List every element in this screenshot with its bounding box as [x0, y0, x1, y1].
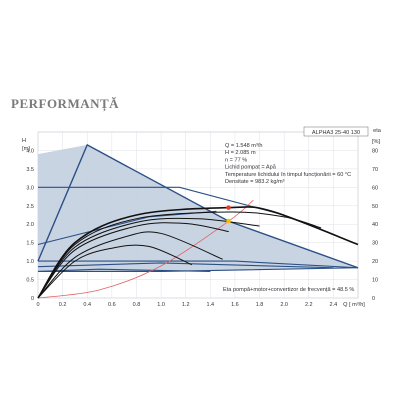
speed-line: [38, 186, 285, 216]
left-tick-label: 2.5: [26, 204, 34, 210]
info-line: Densitate = 983.2 kg/m³: [225, 179, 285, 185]
speed-line: [38, 260, 359, 269]
x-tick-label: 2.0: [280, 302, 288, 308]
info-line: H = 2.085 m: [225, 150, 256, 156]
system-curve: [37, 199, 254, 299]
right-tick-label: 20: [372, 259, 378, 265]
info-line: Lichid pompat = Apă: [225, 165, 277, 171]
info-line: n = 77 %: [225, 157, 247, 163]
envelope-bottom-line: [38, 267, 359, 272]
right-axis-label: eta: [373, 128, 382, 134]
info-line: Q = 1.548 m³/h: [225, 143, 262, 149]
left-tick-label: 3.0: [26, 185, 34, 191]
pump-curve: [37, 211, 322, 299]
x-tick-label: 0.2: [59, 302, 67, 308]
left-axis-label: H: [22, 138, 26, 144]
info-line: Temperature lichidului în timpul funcțio…: [225, 172, 351, 178]
ticks-layer: 0 0.5 1.0 1.5 2.0 2.5 3.0 3.5 4.0 0 10 20 30 40 50 60 70…: [26, 148, 378, 308]
x-tick-label: 0.8: [133, 302, 141, 308]
right-tick-label: 80: [372, 148, 378, 154]
points-layer: [226, 205, 231, 224]
pump-curve: [37, 222, 229, 299]
speed-line: [37, 262, 334, 269]
left-tick-label: 1.5: [26, 241, 34, 247]
page-title: PERFORMANȚĂ: [11, 96, 120, 111]
pump-curve: [37, 231, 223, 299]
max-speed-curve: [37, 143, 359, 269]
eta-label: Eta pompă+motor+convertizor de frecvență…: [223, 287, 354, 293]
curves-layer: [37, 199, 359, 299]
x-axis-label: Q [ m³/h]: [343, 302, 365, 308]
right-tick-label: 0: [372, 296, 375, 302]
x-tick-label: 2.2: [305, 302, 313, 308]
x-tick-label: 0: [36, 302, 39, 308]
right-tick-label: 40: [372, 222, 378, 228]
left-tick-label: 1.0: [26, 259, 34, 265]
duty-point-head: [226, 218, 231, 224]
x-tick-label: 0.6: [108, 302, 116, 308]
x-tick-label: 1.4: [206, 302, 214, 308]
left-tick-label: 3.5: [26, 167, 34, 173]
x-tick-label: 1.2: [182, 302, 190, 308]
axes-layer: H [m] eta [%] Q [ m³/h]: [22, 128, 382, 308]
right-axis-unit: [%]: [372, 139, 381, 145]
model-label: ALPHA3 25-40 130: [312, 130, 360, 136]
pump-curve: [37, 217, 260, 299]
right-tick-label: 50: [372, 204, 378, 210]
x-tick-label: 1.0: [157, 302, 165, 308]
left-axis-unit: [m]: [22, 146, 30, 152]
pump-curve: [37, 206, 359, 299]
right-tick-label: 10: [372, 278, 378, 284]
x-tick-label: 0.4: [83, 302, 91, 308]
x-tick-label: 1.8: [256, 302, 264, 308]
info-layer: ALPHA3 25-40 130 Q = 1.548 m³/hH = 2.085 …: [223, 126, 369, 293]
pump-curve: [37, 244, 193, 299]
right-tick-label: 70: [372, 167, 378, 173]
x-tick-label: 2.4: [330, 302, 338, 308]
x-tick-label: 1.6: [231, 302, 239, 308]
right-tick-label: 30: [372, 241, 378, 247]
model-label-box: [303, 126, 369, 137]
left-tick-label: 2.0: [26, 222, 34, 228]
duty-point-curve: [226, 205, 231, 210]
left-tick-label: 0: [31, 296, 34, 302]
right-tick-label: 60: [372, 185, 378, 191]
left-tick-label: 4.0: [26, 148, 34, 154]
left-tick-label: 0.5: [26, 278, 34, 284]
